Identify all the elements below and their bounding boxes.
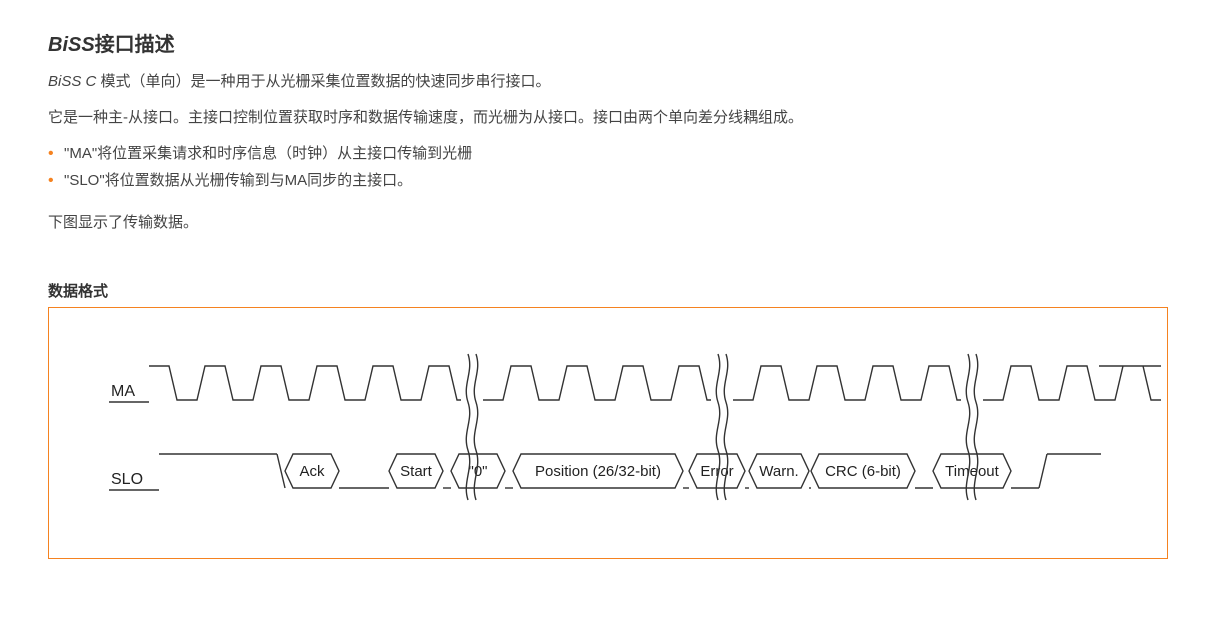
sub-heading: 数据格式	[48, 280, 1168, 301]
timing-diagram: MASLOAckStart"0"Position (26/32-bit)Erro…	[49, 308, 1161, 558]
page-heading: BiSS接口描述	[48, 28, 1168, 57]
bullet-list: "MA"将位置采集请求和时序信息（时钟）从主接口传输到光栅 "SLO"将位置数据…	[48, 140, 1168, 194]
heading-italic: BiSS	[48, 34, 95, 56]
svg-text:Warn.: Warn.	[759, 463, 798, 480]
svg-text:Start: Start	[400, 463, 433, 480]
heading-rest: 接口描述	[95, 34, 175, 56]
paragraph-3: 下图显示了传输数据。	[48, 210, 1168, 236]
bullet-item-slo: "SLO"将位置数据从光栅传输到与MA同步的主接口。	[48, 167, 1168, 194]
svg-text:MA: MA	[111, 383, 135, 400]
paragraph-1: BiSS C 模式（单向）是一种用于从光栅采集位置数据的快速同步串行接口。	[48, 69, 1168, 95]
timing-diagram-frame: MASLOAckStart"0"Position (26/32-bit)Erro…	[48, 307, 1168, 559]
svg-text:Position (26/32-bit): Position (26/32-bit)	[535, 463, 661, 480]
bullet-item-ma: "MA"将位置采集请求和时序信息（时钟）从主接口传输到光栅	[48, 140, 1168, 167]
para1-rest: 模式（单向）是一种用于从光栅采集位置数据的快速同步串行接口。	[96, 73, 550, 90]
svg-text:Timeout: Timeout	[945, 463, 999, 480]
para1-italic: BiSS C	[48, 73, 96, 90]
svg-text:SLO: SLO	[111, 471, 143, 488]
svg-text:CRC (6-bit): CRC (6-bit)	[825, 463, 901, 480]
paragraph-2: 它是一种主-从接口。主接口控制位置获取时序和数据传输速度，而光栅为从接口。接口由…	[48, 105, 1168, 131]
svg-text:Ack: Ack	[299, 463, 325, 480]
